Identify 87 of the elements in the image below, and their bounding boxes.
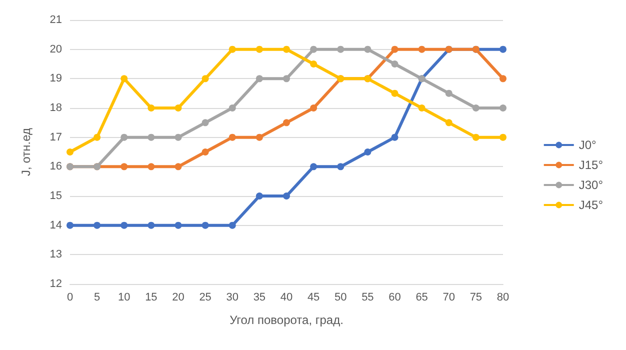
y-tick-label: 15 bbox=[50, 190, 62, 202]
point bbox=[283, 192, 290, 200]
y-tick-label: 21 bbox=[50, 14, 62, 26]
x-tick-label: 70 bbox=[442, 292, 455, 304]
legend-label: J15° bbox=[578, 158, 604, 172]
point bbox=[256, 192, 263, 200]
point bbox=[120, 222, 128, 229]
y-tick-label: 19 bbox=[50, 72, 62, 85]
point bbox=[120, 134, 128, 141]
point bbox=[472, 134, 480, 141]
point bbox=[391, 60, 398, 68]
point bbox=[202, 75, 209, 82]
point bbox=[174, 222, 182, 229]
point bbox=[391, 90, 398, 97]
point bbox=[310, 104, 318, 112]
point bbox=[445, 90, 452, 97]
x-tick-label: 25 bbox=[199, 292, 212, 304]
x-tick-label: 55 bbox=[362, 292, 374, 304]
y-tick-label: 13 bbox=[50, 248, 62, 261]
y-tick-label: 17 bbox=[50, 131, 62, 144]
point bbox=[500, 134, 506, 141]
y-axis-title: J, отн.ед bbox=[19, 128, 33, 176]
point bbox=[202, 222, 209, 229]
point bbox=[120, 163, 128, 170]
point bbox=[364, 148, 372, 156]
point bbox=[66, 148, 74, 156]
point bbox=[148, 222, 155, 229]
legend-label: J30° bbox=[578, 178, 604, 192]
point bbox=[337, 163, 344, 170]
point bbox=[202, 148, 209, 156]
y-tick-label: 14 bbox=[50, 219, 62, 232]
point bbox=[148, 134, 155, 141]
x-tick-label: 15 bbox=[145, 292, 158, 304]
point bbox=[202, 119, 209, 126]
point bbox=[228, 222, 236, 229]
x-tick-label: 45 bbox=[307, 292, 320, 304]
point bbox=[418, 104, 426, 112]
y-tick-label: 12 bbox=[50, 278, 62, 290]
x-tick-label: 40 bbox=[280, 292, 293, 304]
point bbox=[500, 46, 506, 53]
point bbox=[174, 163, 182, 170]
x-tick-label: 80 bbox=[496, 292, 510, 304]
legend-label: J45° bbox=[578, 198, 604, 212]
x-tick-label: 60 bbox=[388, 292, 401, 304]
y-tick-label: 16 bbox=[50, 160, 62, 173]
point bbox=[94, 222, 101, 229]
point bbox=[256, 46, 263, 53]
y-tick-label: 18 bbox=[50, 102, 62, 114]
point bbox=[283, 75, 290, 82]
point bbox=[283, 119, 290, 126]
point bbox=[418, 46, 426, 53]
point bbox=[148, 163, 155, 170]
point bbox=[228, 46, 236, 53]
point bbox=[391, 46, 398, 53]
x-tick-label: 20 bbox=[172, 292, 184, 304]
x-tick-label: 0 bbox=[66, 292, 74, 304]
point bbox=[364, 46, 372, 53]
point bbox=[228, 134, 236, 141]
point bbox=[391, 134, 398, 141]
point bbox=[94, 134, 101, 141]
y-tick-label: 20 bbox=[50, 43, 62, 56]
point bbox=[66, 222, 74, 229]
point bbox=[228, 104, 236, 112]
point bbox=[445, 119, 452, 126]
x-tick-label: 30 bbox=[226, 292, 238, 304]
x-tick-label: 10 bbox=[118, 292, 130, 304]
point bbox=[337, 46, 344, 53]
point bbox=[174, 104, 182, 112]
x-tick-label: 65 bbox=[416, 292, 428, 304]
x-tick-label: 75 bbox=[470, 292, 482, 304]
point bbox=[120, 75, 128, 82]
x-tick-label: 5 bbox=[94, 292, 100, 304]
point bbox=[500, 104, 506, 112]
x-tick-label: 35 bbox=[253, 292, 266, 304]
point bbox=[500, 75, 506, 82]
point bbox=[472, 104, 480, 112]
x-axis-title: Угол поворота, град. bbox=[230, 313, 344, 327]
x-tick-label: 50 bbox=[334, 292, 347, 304]
point bbox=[174, 134, 182, 141]
point bbox=[256, 75, 263, 82]
point bbox=[310, 60, 318, 68]
point bbox=[148, 104, 155, 112]
point bbox=[310, 163, 318, 170]
point bbox=[283, 46, 290, 53]
point bbox=[256, 134, 263, 141]
point bbox=[310, 46, 318, 53]
legend-label: J0° bbox=[578, 138, 597, 152]
